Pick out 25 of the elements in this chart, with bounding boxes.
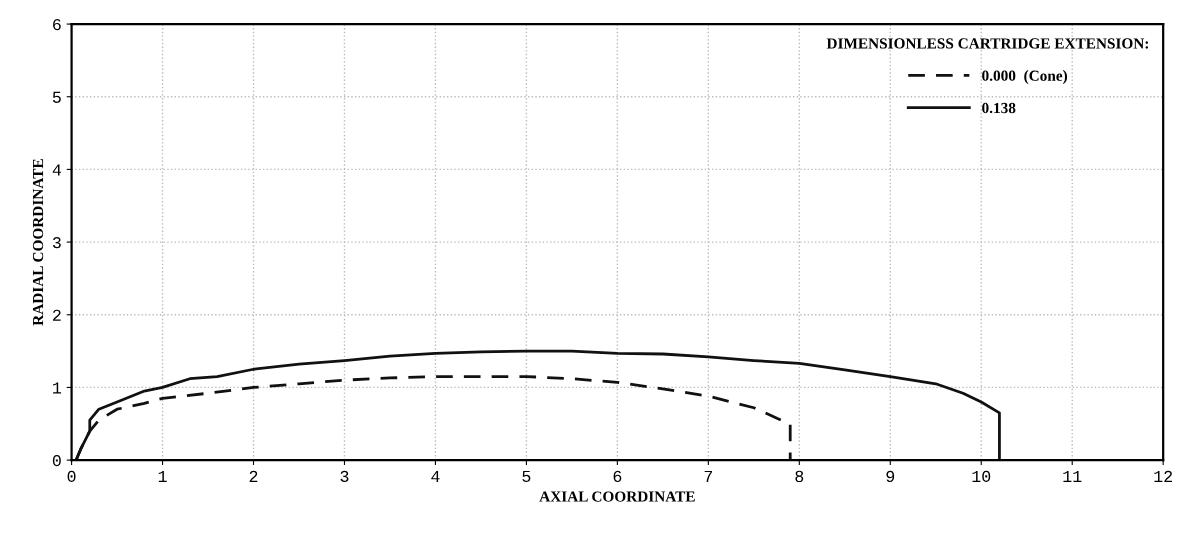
x-tick-label: 2 [249, 470, 258, 482]
y-tick-label: 1 [53, 382, 62, 394]
y-axis-title: RADIAL COORDINATE [32, 159, 44, 326]
x-tick-label: 1 [158, 470, 167, 482]
legend-label: 0.000 (Cone) [982, 70, 1068, 84]
x-tick-label: 7 [704, 470, 713, 482]
y-tick-label: 2 [53, 309, 61, 321]
y-tick-label: 4 [52, 164, 62, 176]
x-axis-title: AXIAL COORDINATE [539, 491, 695, 502]
legend-label: 0.138 [982, 102, 1016, 114]
y-tick-label: 3 [52, 236, 61, 249]
y-tick-label: 6 [53, 18, 61, 31]
x-tick-label: 8 [795, 470, 804, 483]
x-tick-label: 0 [67, 470, 76, 483]
x-tick-label: 11 [1063, 470, 1082, 482]
x-tick-label: 5 [522, 470, 531, 483]
x-tick-label: 9 [886, 470, 895, 483]
y-tick-label: 0 [52, 454, 61, 467]
x-tick-label: 12 [1154, 470, 1172, 482]
x-tick-label: 4 [431, 470, 440, 482]
x-tick-label: 3 [340, 470, 349, 483]
x-tick-label: 6 [613, 470, 622, 483]
y-tick-label: 5 [52, 91, 61, 103]
x-tick-label: 10 [972, 470, 991, 483]
legend-title: DIMENSIONLESS CARTRIDGE EXTENSION: [826, 38, 1149, 49]
